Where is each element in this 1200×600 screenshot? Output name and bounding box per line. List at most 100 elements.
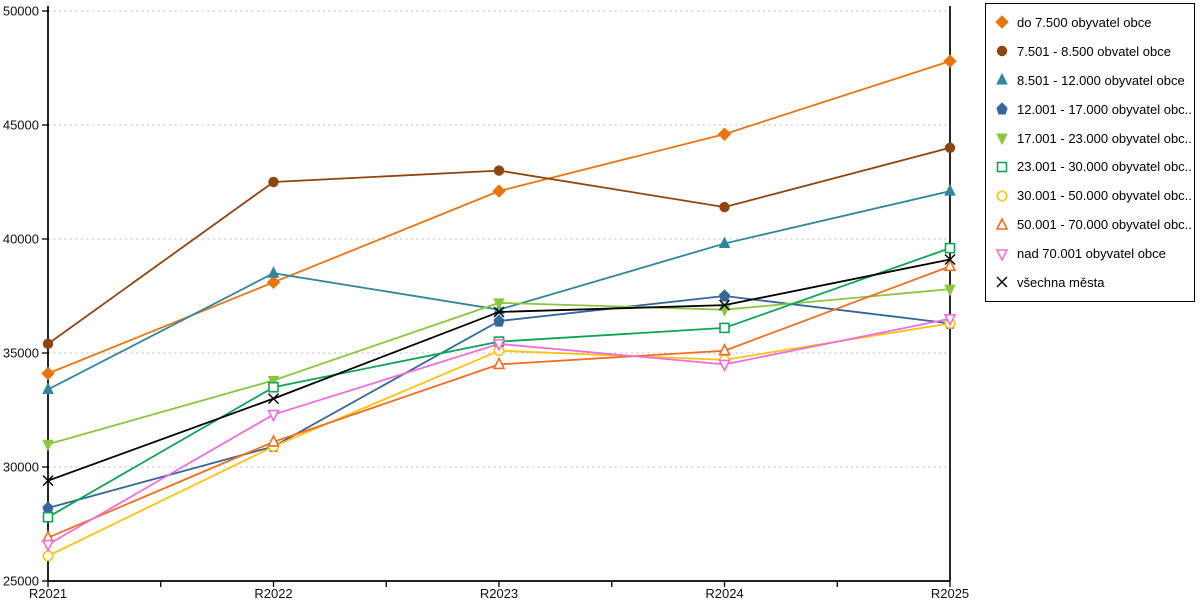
marker-square-icon	[944, 242, 956, 254]
marker-circle-icon	[268, 176, 279, 188]
gridlines	[48, 10, 950, 468]
marker-triangle-down-icon	[493, 298, 505, 310]
x-axis-label: R2023	[480, 586, 518, 600]
legend-item: 17.001 - 23.000 obyvatel obc...	[994, 130, 1192, 146]
marker-triangle-up-icon	[718, 342, 731, 356]
y-axis-label: 40000	[3, 232, 39, 247]
marker-triangle-down-icon	[996, 133, 1008, 146]
marker-pentagon-icon	[42, 501, 54, 514]
legend-diamond-icon	[995, 15, 1009, 30]
legend-item-label: 12.001 - 17.000 obyvatel obc...	[1017, 101, 1192, 117]
legend-triangle-up-icon	[995, 216, 1009, 230]
legend-item-label: 23.001 - 30.000 obyvatel obc...	[1017, 159, 1192, 175]
legend-item: 30.001 - 50.000 obyvatel obc...	[994, 188, 1192, 204]
marker-x-icon	[944, 254, 956, 266]
marker-triangle-up-icon	[943, 258, 957, 272]
marker-x-icon	[719, 299, 730, 311]
y-axis-label: 25000	[3, 574, 39, 589]
marker-triangle-down-icon	[42, 439, 54, 452]
marker-triangle-down-icon	[267, 409, 280, 423]
marker-circle-icon	[493, 165, 505, 176]
legend-item-label: 50.001 - 70.000 obyvatel obc...	[1017, 217, 1192, 233]
marker-square-icon	[996, 161, 1008, 173]
legend-item: 50.001 - 70.000 obyvatel obc...	[994, 216, 1192, 233]
x-axis-label: R2022	[254, 586, 292, 600]
marker-triangle-down-icon	[718, 305, 731, 317]
y-axis-label: 35000	[3, 346, 39, 361]
marker-x-icon	[493, 306, 505, 318]
marker-diamond-icon	[943, 54, 957, 68]
marker-square-icon	[268, 381, 279, 393]
marker-triangle-up-icon	[718, 236, 731, 249]
series-8	[41, 313, 957, 553]
legend-item-label: 8.501 - 12.000 obyvatel obce	[1017, 72, 1185, 88]
marker-triangle-up-icon	[944, 184, 956, 196]
marker-triangle-down-icon	[943, 313, 957, 327]
marker-triangle-down-icon	[718, 359, 731, 373]
marker-square-icon	[719, 322, 730, 334]
legend-item: nad 70.001 obyvatel obce	[994, 246, 1192, 262]
marker-triangle-up-icon	[42, 382, 54, 394]
marker-circle-icon	[996, 190, 1008, 202]
marker-circle-icon	[42, 550, 54, 562]
series-3	[42, 289, 956, 514]
legend-item: do 7.500 obyvatel obce	[994, 14, 1192, 30]
marker-circle-icon	[719, 201, 730, 213]
marker-triangle-up-icon	[267, 266, 280, 278]
legend-circle-icon	[996, 46, 1008, 57]
legend-item-label: 30.001 - 50.000 obyvatel obc...	[1017, 188, 1192, 204]
marker-triangle-down-icon	[944, 284, 956, 297]
marker-pentagon-icon	[996, 102, 1008, 115]
marker-circle-icon	[996, 46, 1008, 57]
legend: do 7.500 obyvatel obce 7.501 - 8.500 obva…	[985, 3, 1195, 302]
y-axis-label: 30000	[3, 460, 39, 475]
marker-x-icon	[42, 475, 54, 487]
marker-triangle-up-icon	[995, 216, 1009, 230]
series-line	[47, 60, 951, 375]
legend-circle-icon	[996, 190, 1008, 202]
marker-triangle-up-icon	[267, 434, 280, 447]
series-9	[42, 254, 956, 487]
legend-item: 23.001 - 30.000 obyvatel obc...	[994, 159, 1192, 175]
y-axis-label: 45000	[3, 118, 39, 133]
legend-item-label: do 7.500 obyvatel obce	[1017, 14, 1152, 30]
legend-x-icon	[996, 276, 1008, 288]
marker-triangle-down-icon	[492, 339, 506, 352]
x-axis-label: R2021	[29, 586, 67, 600]
legend-triangle-down-icon	[995, 248, 1009, 262]
marker-circle-icon	[42, 338, 54, 350]
marker-square-icon	[42, 511, 54, 523]
legend-item: 8.501 - 12.000 obyvatel obce	[994, 72, 1192, 88]
marker-triangle-up-icon	[996, 73, 1008, 85]
legend-triangle-up-icon	[996, 73, 1008, 85]
marker-pentagon-icon	[718, 289, 731, 302]
axes: 25000 30000 35000 40000 45000 50000 R2021 R2022…	[3, 4, 969, 600]
x-axis-label: R2024	[705, 586, 743, 600]
series-line	[47, 247, 951, 518]
marker-triangle-down-icon	[995, 248, 1009, 262]
legend-triangle-down-icon	[996, 133, 1008, 146]
marker-diamond-icon	[492, 184, 506, 198]
legend-item-label: všechna města	[1017, 274, 1105, 290]
legend-item-label: 17.001 - 23.000 obyvatel obc...	[1017, 130, 1192, 146]
legend-item-label: nad 70.001 obyvatel obce	[1017, 246, 1166, 262]
series-1	[42, 142, 956, 350]
series-6	[42, 317, 956, 562]
marker-triangle-down-icon	[267, 375, 280, 388]
marker-diamond-icon	[995, 15, 1009, 30]
legend-item: všechna města	[994, 274, 1192, 290]
marker-diamond-icon	[266, 275, 281, 290]
series-0	[41, 54, 957, 381]
series-7	[41, 258, 957, 543]
marker-x-icon	[268, 393, 279, 405]
legend-pentagon-icon	[996, 102, 1008, 115]
series-line	[47, 258, 951, 482]
legend-square-icon	[996, 161, 1008, 173]
marker-diamond-icon	[41, 366, 55, 381]
marker-triangle-down-icon	[41, 539, 55, 553]
marker-circle-icon	[944, 142, 956, 154]
x-axis-label: R2025	[931, 586, 969, 600]
marker-triangle-up-icon	[492, 356, 506, 370]
